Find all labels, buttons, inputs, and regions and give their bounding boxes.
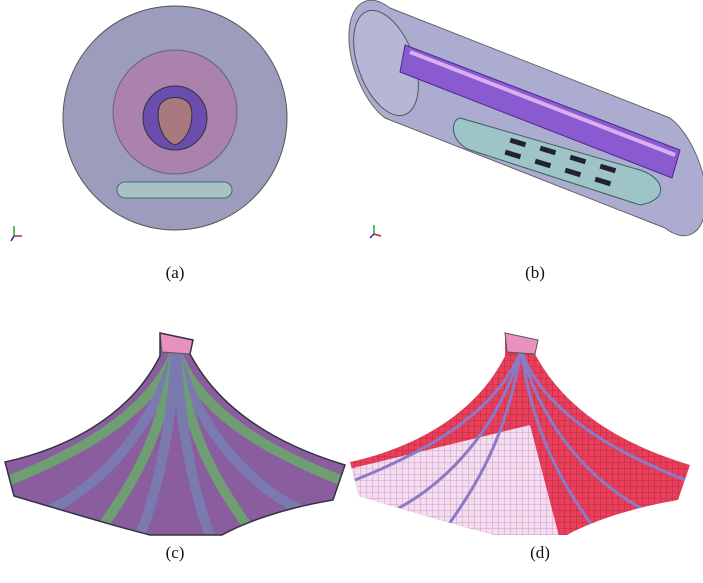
panel-b: (b) bbox=[341, 0, 703, 282]
panel-c: (c) bbox=[0, 330, 350, 562]
caption: (c) bbox=[166, 543, 185, 562]
electrode bbox=[117, 182, 232, 198]
dorsal-root bbox=[505, 333, 538, 354]
axes-icon bbox=[370, 225, 381, 238]
caption: (d) bbox=[530, 543, 550, 562]
figure: (a) (b) (c) bbox=[0, 0, 703, 583]
panel-d: (d) bbox=[345, 330, 695, 562]
axes-icon bbox=[11, 226, 22, 241]
caption: (b) bbox=[525, 263, 545, 282]
caption: (a) bbox=[166, 263, 185, 282]
panel-a: (a) bbox=[11, 6, 287, 282]
